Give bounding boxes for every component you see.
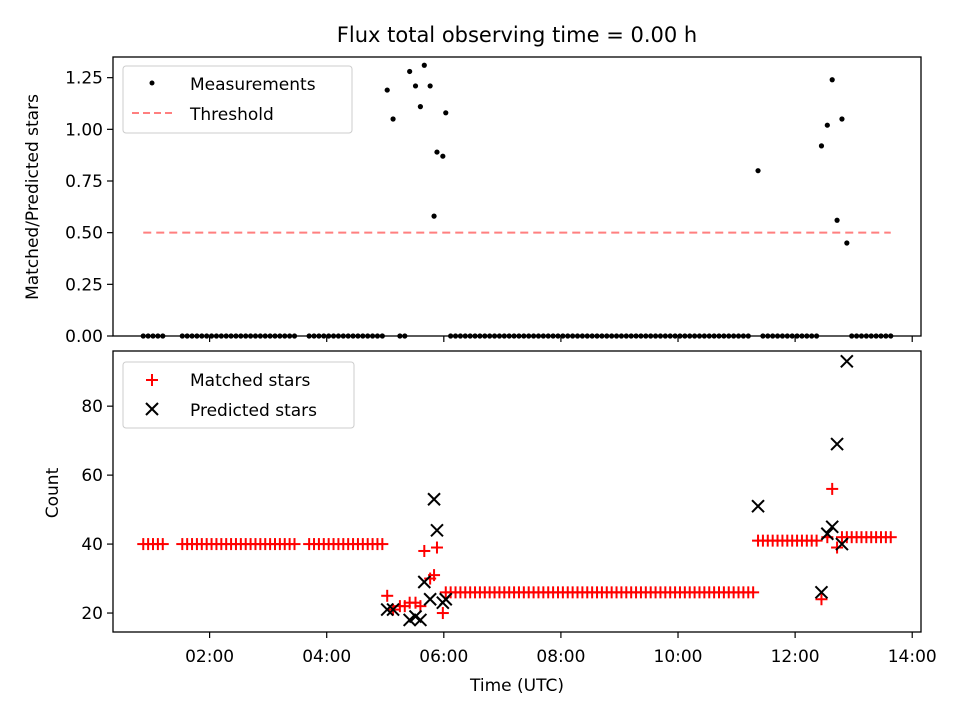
predicted-star-point [430, 523, 444, 537]
predicted-star-point [751, 499, 765, 513]
predicted-star-point [820, 527, 835, 541]
legend-predicted-marker [145, 402, 159, 416]
bottom-y-axis-label: Count [43, 467, 63, 518]
chart-title: Flux total observing time = 0.00 h [337, 23, 697, 47]
x-tick-label: 14:00 [888, 647, 937, 667]
measurement-point [839, 116, 845, 122]
matched-star-point [414, 600, 427, 613]
x-tick-label: 08:00 [536, 647, 585, 667]
matched-star-point [840, 531, 853, 544]
top-y-tick-label: 0.00 [65, 327, 103, 347]
measurement-point [443, 110, 449, 116]
x-tick-label: 04:00 [302, 647, 351, 667]
matched-star-point [436, 607, 449, 620]
bottom-axes-frame [112, 350, 922, 633]
x-tick-label: 06:00 [419, 647, 468, 667]
measurement-point [427, 83, 433, 89]
bottom-y-tick-label: 60 [81, 466, 103, 486]
predicted-star-point [413, 613, 428, 627]
matched-star-point [439, 586, 452, 599]
top-y-axis-label: Matched/Predicted stars [23, 94, 43, 300]
measurement-point [829, 77, 835, 83]
measurement-point [384, 87, 390, 93]
bottom-plot-area [137, 354, 897, 627]
legend-measurements-marker [149, 80, 155, 86]
predicted-star-point [814, 585, 829, 600]
top-y-tick-label: 1.25 [65, 69, 103, 89]
measurement-point [834, 217, 840, 223]
measurement-point [412, 83, 419, 89]
top-x-axis [209, 336, 913, 342]
measurement-point [407, 68, 413, 75]
matched-star-point [831, 541, 844, 554]
legend-measurements-label: Measurements [190, 75, 316, 95]
predicted-star-point [825, 520, 839, 534]
x-tick-label: 02:00 [185, 647, 234, 667]
top-y-tick-label: 1.00 [65, 120, 103, 140]
predicted-star-point [835, 537, 849, 551]
top-y-tick-label: 0.25 [65, 275, 103, 295]
matched-star-point [884, 531, 897, 544]
matched-star-point [430, 541, 443, 554]
legend-matched-label: Matched stars [190, 371, 310, 391]
legend-threshold-label: Threshold [189, 105, 274, 125]
legend-predicted-label: Predicted stars [190, 401, 317, 421]
measurement-point [390, 116, 396, 122]
matched-star-point [418, 544, 431, 557]
measurement-point [421, 62, 427, 68]
measurement-point [818, 143, 825, 149]
matched-star-point [376, 538, 389, 551]
bottom-x-axis: 02:00 04:00 06:00 08:00 10:00 12:00 14:00 [185, 632, 937, 667]
predicted-star-point [423, 592, 437, 606]
matched-star-point [156, 538, 169, 551]
predicted-star-point [380, 602, 394, 617]
measurement-point [755, 168, 761, 174]
top-y-axis: 0.00 0.25 0.50 0.75 1.00 1.25 [65, 69, 113, 347]
top-legend-box [122, 65, 353, 134]
matched-star-point [826, 482, 839, 495]
predicted-star-point [417, 575, 432, 589]
matched-star-point [428, 569, 441, 582]
predicted-star-point [439, 592, 453, 606]
matched-star-point [815, 593, 828, 606]
measurement-point [844, 240, 850, 246]
measurement-point [417, 104, 423, 110]
bottom-panel: 20 40 60 80 02:00 04:00 06:00 08:00 10:00 12:00 1… [43, 350, 937, 696]
predicted-star-point [427, 492, 441, 506]
x-tick-label: 10:00 [654, 647, 703, 667]
bottom-y-axis: 20 40 60 80 [81, 397, 113, 624]
x-axis-label: Time (UTC) [469, 676, 564, 696]
predicted-star-point [840, 354, 854, 369]
predicted-star-point [830, 437, 844, 451]
matched-star-point [381, 589, 394, 602]
measurement-point [434, 149, 440, 155]
matched-star-point [288, 538, 301, 551]
top-axes-frame [112, 56, 922, 337]
legend-matched-marker [146, 374, 158, 386]
top-y-tick-label: 0.75 [65, 172, 103, 192]
measurement-point [431, 213, 437, 219]
top-legend: Measurements Threshold [122, 65, 353, 134]
matched-star-point [810, 534, 823, 547]
measurement-point [824, 122, 830, 128]
predicted-star-point [386, 602, 400, 617]
bottom-y-tick-label: 80 [81, 397, 103, 417]
x-tick-label: 12:00 [771, 647, 820, 667]
top-y-tick-label: 0.50 [65, 224, 103, 244]
measurement-point [440, 153, 446, 159]
bottom-y-tick-label: 40 [81, 535, 103, 555]
bottom-y-tick-label: 20 [81, 604, 103, 624]
bottom-legend-box [122, 361, 355, 429]
matched-star-point [747, 586, 760, 599]
top-panel: 0.00 0.25 0.50 0.75 1.00 1.25 Matched/Predict… [23, 56, 922, 347]
bottom-legend: Matched stars Predicted stars [122, 361, 355, 429]
